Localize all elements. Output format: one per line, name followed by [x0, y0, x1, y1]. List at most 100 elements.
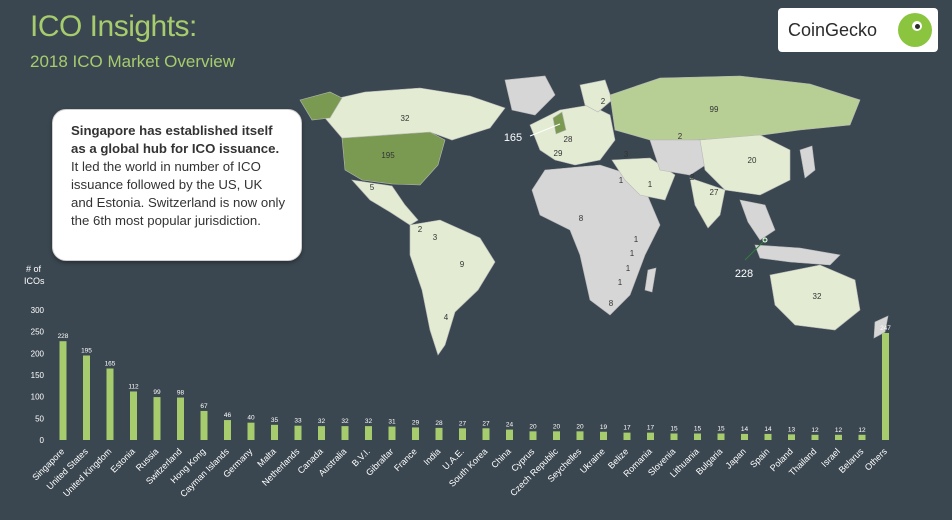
bar-value-label: 12	[835, 427, 843, 434]
pointer-label-uk: 165	[504, 132, 522, 144]
bar	[882, 332, 889, 440]
map-region-new-zealand	[873, 315, 889, 339]
map-region-canada	[324, 87, 506, 141]
bar-value-label: 228	[58, 333, 69, 340]
map-region-greenland	[504, 75, 556, 116]
bar	[224, 420, 231, 440]
bar-value-label: 67	[200, 403, 208, 410]
map-label: 99	[710, 105, 719, 114]
bar	[741, 433, 748, 440]
map-region-china	[699, 134, 791, 196]
bar	[858, 434, 866, 440]
bar	[153, 397, 161, 440]
bar-value-label: 13	[788, 426, 796, 433]
pointer-line-singapore	[744, 239, 766, 261]
y-tick-label: 50	[35, 414, 44, 423]
bar-value-label: 24	[506, 422, 514, 429]
bar-value-label: 165	[105, 361, 116, 368]
callout-text: It led the world in number of ICO issuan…	[71, 159, 286, 228]
bar	[459, 428, 466, 440]
map-region-japan	[799, 145, 816, 179]
x-tick-label: Ukraine	[578, 446, 607, 475]
bar-value-label: 12	[811, 427, 819, 434]
map-label: 27	[710, 188, 719, 197]
map-label: 1	[630, 249, 635, 258]
page-title: ICO Insights:	[30, 10, 197, 43]
x-tick-label: Belarus	[837, 446, 866, 475]
bar-value-label: 19	[600, 424, 608, 431]
map-region-alaska	[299, 91, 343, 121]
map-region-central-asia	[649, 139, 711, 176]
map-label: 2	[690, 173, 695, 182]
bar-value-label: 20	[529, 423, 537, 430]
map-region-mexico	[351, 179, 419, 226]
bar-value-label: 98	[177, 390, 185, 397]
map-region-indonesia	[754, 244, 841, 266]
bar-value-label: 27	[482, 420, 490, 427]
bar-value-label: 112	[128, 383, 139, 390]
bar	[647, 432, 654, 440]
bar	[341, 426, 349, 440]
bar	[764, 433, 772, 440]
x-tick-label: Others	[863, 446, 890, 473]
bar	[388, 426, 396, 440]
map-label: 1	[626, 264, 631, 273]
gecko-eye	[912, 21, 922, 31]
map-label: 29	[554, 149, 563, 158]
bar	[482, 428, 490, 440]
map-label: 3	[624, 150, 629, 159]
y-axis-label-line2: ICOs	[24, 276, 45, 286]
map-region-south-america	[409, 219, 496, 356]
x-tick-label: Japan	[723, 446, 747, 470]
bar	[318, 426, 325, 440]
y-tick-label: 300	[31, 306, 45, 315]
map-region-australia	[769, 264, 861, 331]
map-label: 28	[564, 135, 573, 144]
map-label: 4	[444, 313, 449, 322]
bar-value-label: 33	[294, 418, 302, 425]
bar-value-label: 20	[576, 423, 584, 430]
bar-value-label: 35	[271, 417, 279, 424]
map-label: 1	[634, 235, 639, 244]
bar-value-label: 20	[553, 423, 561, 430]
map-label: 32	[813, 292, 822, 301]
map-label: 2	[418, 225, 423, 234]
x-tick-label: Estonia	[109, 446, 137, 474]
gecko-icon	[898, 13, 932, 47]
bar	[717, 433, 725, 440]
insight-callout: Singapore has established itself as a gl…	[52, 109, 302, 261]
bar	[247, 422, 255, 440]
map-region-india	[689, 177, 726, 229]
bar	[835, 434, 842, 440]
bar-value-label: 40	[247, 415, 255, 422]
bar-value-label: 27	[459, 420, 467, 427]
bar	[529, 431, 537, 440]
map-label: 5	[370, 183, 375, 192]
bar	[576, 431, 584, 440]
x-tick-label: Bulgaria	[694, 446, 724, 476]
bar-value-label: 32	[365, 418, 373, 425]
y-axis-label-line1: # of	[26, 264, 42, 274]
map-label: 1	[619, 176, 624, 185]
bar-value-label: 31	[388, 419, 396, 426]
bar	[600, 431, 607, 440]
bar	[200, 410, 208, 440]
bar	[788, 434, 795, 440]
bar	[811, 434, 819, 440]
bar-value-label: 14	[741, 426, 749, 433]
bar	[106, 368, 114, 440]
bar	[435, 427, 443, 440]
map-label: 195	[381, 151, 395, 160]
bar	[506, 429, 513, 440]
y-tick-label: 150	[31, 371, 45, 380]
map-region-uk	[552, 111, 567, 135]
map-region-europe	[529, 104, 616, 166]
bar	[294, 425, 302, 440]
map-region-united-states	[341, 131, 446, 186]
bar-value-label: 14	[764, 426, 772, 433]
bar-value-label: 28	[435, 420, 443, 427]
map-label: 2	[601, 97, 606, 106]
brand-logo[interactable]: CoinGecko	[778, 8, 938, 52]
